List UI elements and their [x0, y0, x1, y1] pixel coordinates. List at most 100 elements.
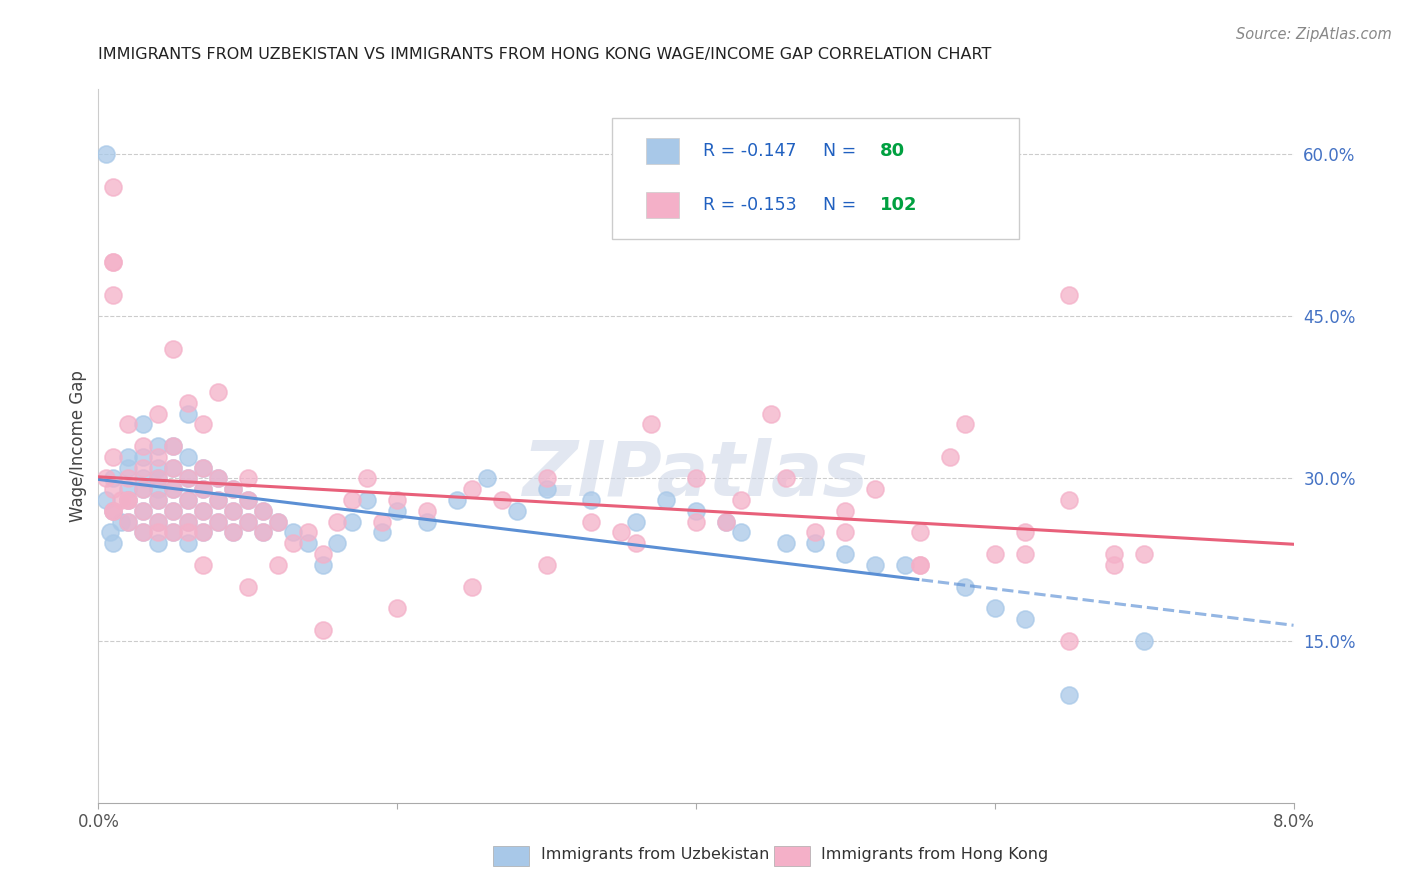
Point — [191, 460, 214, 475]
Point — [132, 439, 155, 453]
Point — [94, 493, 117, 508]
Point — [863, 558, 886, 572]
Point — [177, 471, 200, 485]
Point — [103, 482, 125, 496]
Text: IMMIGRANTS FROM UZBEKISTAN VS IMMIGRANTS FROM HONG KONG WAGE/INCOME GAP CORRELAT: IMMIGRANTS FROM UZBEKISTAN VS IMMIGRANTS… — [98, 47, 991, 62]
Point — [236, 515, 259, 529]
Point — [581, 493, 603, 508]
Point — [804, 536, 827, 550]
Point — [834, 547, 856, 561]
Point — [103, 504, 125, 518]
Point — [132, 417, 155, 432]
Point — [162, 439, 184, 453]
Point — [117, 515, 139, 529]
Point — [162, 460, 184, 475]
Point — [252, 504, 274, 518]
Point — [267, 515, 290, 529]
Point — [222, 504, 245, 518]
Text: R = -0.147: R = -0.147 — [703, 142, 797, 161]
Point — [207, 515, 229, 529]
Point — [297, 536, 319, 550]
Point — [207, 493, 229, 508]
Point — [281, 536, 304, 550]
Point — [132, 504, 155, 518]
Point — [1133, 547, 1156, 561]
Point — [953, 580, 976, 594]
Point — [371, 515, 394, 529]
Point — [132, 482, 155, 496]
Point — [148, 515, 170, 529]
Point — [177, 515, 200, 529]
Point — [98, 525, 122, 540]
Point — [132, 471, 155, 485]
Point — [1059, 287, 1081, 301]
Text: ZIPatlas: ZIPatlas — [523, 438, 869, 511]
Point — [236, 471, 259, 485]
Point — [117, 493, 139, 508]
Point — [581, 515, 603, 529]
Text: N =: N = — [823, 142, 862, 161]
Point — [110, 493, 132, 508]
Point — [148, 450, 170, 464]
Point — [252, 525, 274, 540]
Point — [1059, 688, 1081, 702]
Point — [1014, 547, 1036, 561]
Point — [222, 525, 245, 540]
Point — [162, 342, 184, 356]
Point — [117, 471, 139, 485]
Point — [207, 493, 229, 508]
Point — [536, 471, 558, 485]
Text: R = -0.153: R = -0.153 — [703, 195, 797, 214]
Point — [1059, 493, 1081, 508]
Point — [1014, 525, 1036, 540]
Point — [148, 460, 170, 475]
Point — [222, 525, 245, 540]
Point — [236, 580, 259, 594]
Point — [311, 623, 333, 637]
Point — [491, 493, 513, 508]
Point — [475, 471, 498, 485]
Point — [222, 482, 245, 496]
Point — [177, 396, 200, 410]
Point — [162, 525, 184, 540]
Text: Immigrants from Hong Kong: Immigrants from Hong Kong — [821, 847, 1049, 862]
Point — [297, 525, 319, 540]
Point — [624, 515, 647, 529]
Point — [446, 493, 468, 508]
Point — [714, 515, 737, 529]
Point — [191, 558, 214, 572]
Point — [191, 460, 214, 475]
Point — [117, 460, 139, 475]
Point — [148, 482, 170, 496]
Text: Immigrants from Uzbekistan: Immigrants from Uzbekistan — [540, 847, 769, 862]
Point — [132, 504, 155, 518]
Point — [804, 525, 827, 540]
Point — [103, 255, 125, 269]
Point — [103, 287, 125, 301]
Point — [148, 407, 170, 421]
Point — [236, 493, 259, 508]
Point — [1102, 558, 1125, 572]
Point — [1014, 612, 1036, 626]
Point — [148, 536, 170, 550]
Point — [685, 515, 707, 529]
Point — [132, 525, 155, 540]
Point — [506, 504, 529, 518]
Point — [908, 525, 931, 540]
Point — [132, 482, 155, 496]
Point — [191, 417, 214, 432]
Point — [207, 471, 229, 485]
Point — [162, 439, 184, 453]
Point — [177, 471, 200, 485]
Point — [356, 471, 378, 485]
Point — [177, 407, 200, 421]
Point — [983, 601, 1005, 615]
Point — [117, 515, 139, 529]
Point — [640, 417, 662, 432]
Y-axis label: Wage/Income Gap: Wage/Income Gap — [69, 370, 87, 522]
Point — [148, 525, 170, 540]
Point — [416, 504, 439, 518]
Point — [281, 525, 304, 540]
Point — [148, 471, 170, 485]
Point — [894, 558, 917, 572]
